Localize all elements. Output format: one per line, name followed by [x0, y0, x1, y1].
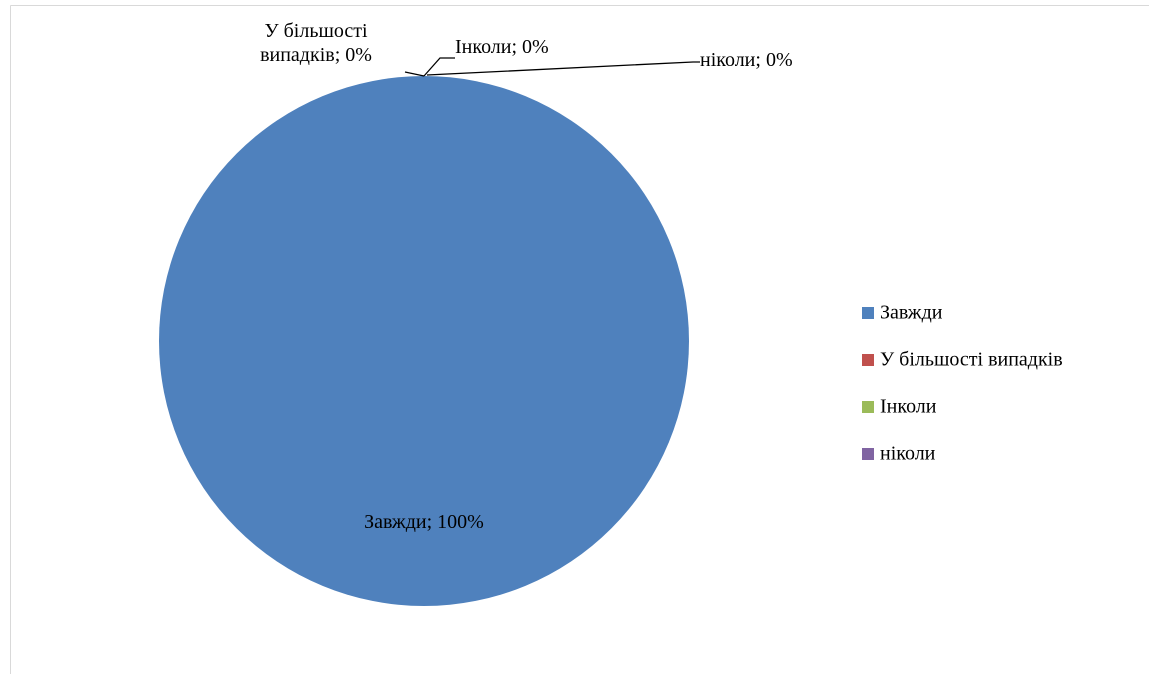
data-label: ніколи; 0% [700, 49, 793, 71]
legend-label: Завжди [880, 302, 943, 324]
legend-label: Інколи [880, 396, 937, 418]
legend-swatch [862, 354, 874, 366]
leader-line [426, 61, 700, 76]
legend-label: ніколи [880, 443, 936, 465]
data-label: Завжди; 100% [364, 511, 484, 533]
legend-swatch [862, 401, 874, 413]
data-label: У більшості випадків; 0% [260, 20, 372, 66]
leader-line [404, 71, 425, 77]
data-label: Інколи; 0% [455, 36, 549, 58]
leader-line [423, 57, 455, 77]
legend-swatch [862, 307, 874, 319]
legend-label: У більшості випадків [880, 349, 1063, 371]
pie-slice [159, 76, 689, 606]
legend-swatch [862, 448, 874, 460]
